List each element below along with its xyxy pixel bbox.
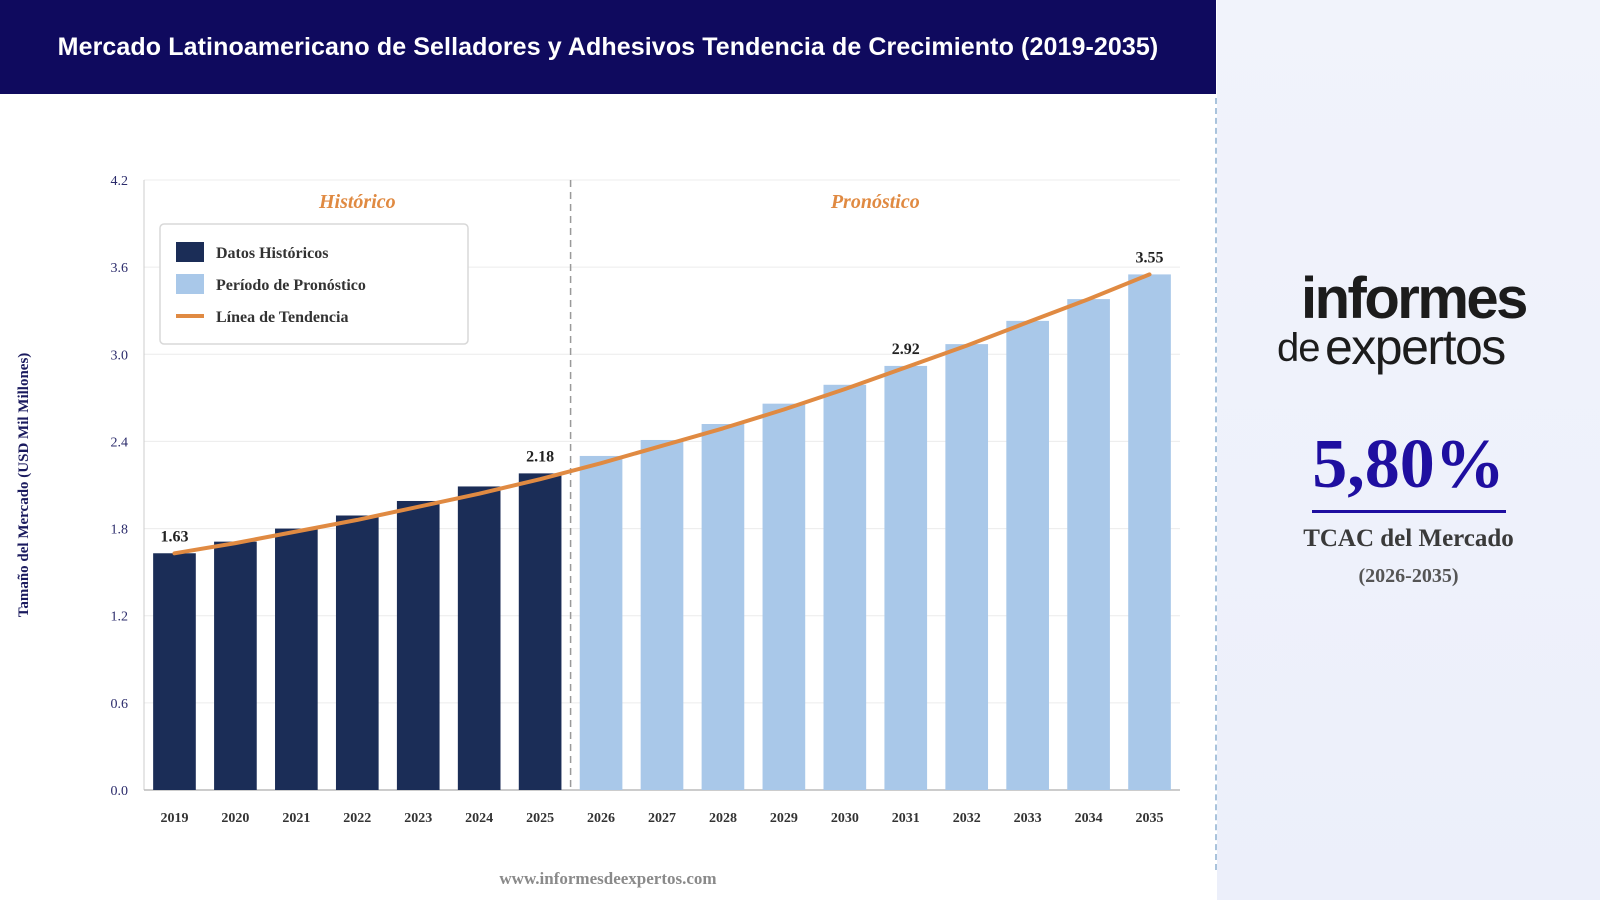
logo-word-expertos: expertos — [1325, 319, 1506, 375]
bar — [1128, 274, 1171, 790]
x-tick-label: 2034 — [1075, 811, 1103, 826]
legend-label: Datos Históricos — [216, 245, 328, 262]
logo-word-de: de — [1277, 326, 1320, 370]
bar — [945, 344, 989, 790]
x-tick-label: 2031 — [892, 811, 920, 826]
y-tick-label: 1.8 — [111, 523, 129, 538]
bar — [579, 455, 623, 790]
x-tick-label: 2024 — [465, 811, 493, 826]
cagr-underline — [1311, 510, 1506, 513]
x-tick-label: 2028 — [709, 811, 737, 826]
x-tick-label: 2032 — [953, 811, 981, 826]
bar — [275, 528, 318, 790]
side-panel: informes de expertos 5,80% TCAC del Merc… — [1217, 0, 1600, 900]
bar — [701, 424, 745, 790]
x-tick-label: 2025 — [526, 811, 554, 826]
bar — [884, 365, 928, 790]
x-tick-label: 2033 — [1014, 811, 1042, 826]
bar — [1067, 299, 1110, 790]
data-label: 1.63 — [160, 528, 188, 545]
bar — [214, 541, 257, 790]
y-tick-label: 2.4 — [111, 435, 129, 450]
legend-box — [159, 223, 469, 345]
cagr-block: 5,80% TCAC del Mercado (2026-2035) — [1217, 430, 1600, 588]
logo-word-informes: informes — [1301, 266, 1528, 331]
x-tick-label: 2029 — [770, 811, 798, 826]
period-label-forecast: Pronóstico — [830, 191, 920, 213]
x-tick-label: 2020 — [221, 811, 249, 826]
x-tick-label: 2022 — [343, 811, 371, 826]
x-tick-label: 2026 — [587, 811, 615, 826]
x-tick-label: 2023 — [404, 811, 432, 826]
data-label: 2.92 — [892, 341, 920, 358]
cagr-value: 5,80% — [1312, 426, 1505, 503]
y-tick-label: 1.2 — [111, 610, 129, 625]
chart-header: Mercado Latinoamericano de Selladores y … — [0, 0, 1216, 94]
cagr-label: TCAC del Mercado — [1303, 525, 1514, 552]
legend-label: Línea de Tendencia — [216, 309, 348, 326]
legend-swatch — [176, 242, 204, 262]
bar — [457, 486, 501, 790]
x-tick-label: 2027 — [648, 811, 676, 826]
period-label-historical: Histórico — [318, 191, 396, 213]
legend-swatch — [176, 274, 204, 294]
bar — [823, 384, 867, 790]
trend-line — [172, 272, 1152, 556]
bar — [335, 515, 379, 790]
x-tick-label: 2030 — [831, 811, 859, 826]
x-tick-label: 2035 — [1136, 811, 1164, 826]
cagr-period: (2026-2035) — [1358, 565, 1459, 587]
market-growth-chart: 0.0 0.6 1.2 1.8 2.4 3.0 3.6 4.2 Tamaño del Merca… — [16, 174, 1180, 826]
y-tick-label: 4.2 — [111, 174, 129, 189]
bar — [762, 403, 806, 790]
panel-divider — [1215, 98, 1217, 870]
footer-url: www.informesdeexpertos.com — [499, 869, 717, 888]
y-tick-label: 0.6 — [111, 697, 129, 712]
bar — [1006, 320, 1049, 790]
y-tick-label: 3.6 — [111, 261, 129, 276]
brand-logo: informes de expertos — [1277, 270, 1547, 380]
data-label: 3.55 — [1136, 249, 1164, 266]
chart-title: Mercado Latinoamericano de Selladores y … — [57, 32, 1159, 61]
bar — [396, 500, 440, 790]
bar — [518, 473, 562, 790]
y-axis-title: Tamaño del Mercado (USD Mil Millones) — [16, 353, 32, 618]
legend-label: Período de Pronóstico — [216, 277, 366, 294]
y-tick-label: 0.0 — [111, 784, 129, 799]
data-label: 2.18 — [526, 448, 554, 465]
bar — [640, 439, 684, 790]
x-tick-label: 2019 — [160, 811, 188, 826]
bar — [153, 553, 196, 790]
x-tick-label: 2021 — [282, 811, 310, 826]
y-tick-label: 3.0 — [111, 348, 129, 363]
